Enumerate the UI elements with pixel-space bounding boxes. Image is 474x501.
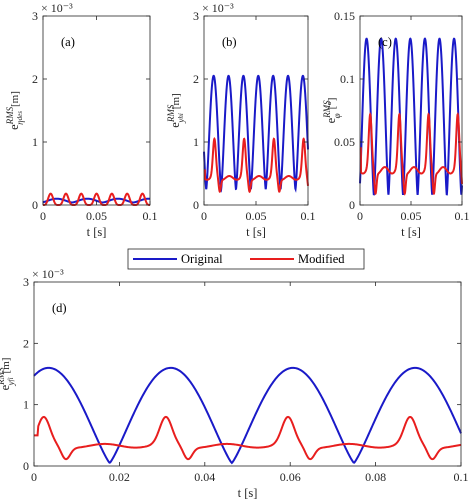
x-axis-label: t [s] — [246, 225, 266, 239]
y-tick-label: 0 — [349, 198, 355, 212]
x-tick-label: 0 — [201, 209, 207, 223]
x-tick-label: 0.05 — [86, 209, 107, 223]
y-axis-label-part: η — [15, 120, 25, 125]
legend-label-modified: Modified — [298, 252, 345, 266]
x-tick-label: 0.05 — [246, 209, 267, 223]
x-axis-label: t [s] — [87, 225, 107, 239]
x-tick-label: 0 — [31, 470, 37, 484]
y-tick-label: 3 — [193, 9, 199, 23]
y-axis-label-part: e — [324, 117, 338, 123]
y-axis-label-part: y — [6, 381, 16, 386]
x-tick-label: 0.1 — [454, 470, 469, 484]
y-axis-label-part: e — [0, 384, 12, 390]
y-tick-label: 2 — [32, 72, 38, 86]
chart-panel-d: 0 0.02 0.04 0.06 0.08 0.1 0 1 2 3× 10⁻³ (d) t [s] eR… — [0, 267, 469, 500]
series-line-original — [33, 366, 462, 465]
y-exponent: × 10⁻³ — [32, 267, 64, 281]
y-axis-label-part: [m] — [170, 93, 182, 109]
legend-label-original: Original — [181, 252, 223, 266]
x-tick-label: 0 — [357, 209, 363, 223]
panel-label: (a) — [61, 35, 75, 49]
panel-label: (d) — [52, 301, 67, 315]
chart-panel-a: 0 0.05 0.1 0 1 2 3× 10⁻³ (a) t [s] eRMSηdes [m] — [5, 1, 158, 239]
x-tick-label: 0.1 — [455, 209, 470, 223]
chart-panel-b: 0 0.05 0.1 0 1 2 3× 10⁻³ (b) t [s] eRMSyhi [m] — [166, 1, 316, 239]
x-axis-label: t [s] — [401, 225, 421, 239]
y-axis-label-part: des — [16, 111, 24, 121]
y-axis-label: eRMSηdes [m] — [5, 91, 25, 130]
y-tick-label: 1 — [193, 135, 199, 149]
y-tick-label: 0.05 — [334, 135, 355, 149]
y-axis-label-part: e — [168, 122, 182, 128]
y-tick-label: 0 — [23, 459, 29, 473]
legend-box — [127, 248, 365, 270]
y-axis-label-part: fi — [7, 377, 15, 381]
y-axis-label-part: e — [7, 124, 21, 130]
y-axis-label-part: RMS — [5, 106, 15, 125]
y-tick-label: 3 — [23, 275, 29, 289]
x-tick-label: 0 — [40, 209, 46, 223]
series-line-original — [359, 37, 463, 196]
panel-label: (b) — [222, 35, 237, 49]
y-axis-label-part: RMS — [166, 104, 176, 123]
series-line-modified — [43, 192, 150, 206]
y-tick-label: 0 — [193, 198, 199, 212]
y-axis-label: eRMSyfi [m] — [0, 358, 16, 391]
legend: Original Modified — [127, 248, 365, 270]
plot-frame — [42, 15, 151, 206]
y-tick-label: 0.15 — [334, 9, 355, 23]
x-tick-label: 0.05 — [401, 209, 422, 223]
y-tick-label: 0 — [32, 198, 38, 212]
series-line-modified — [203, 137, 309, 194]
x-axis-label: t [s] — [238, 486, 258, 500]
y-axis-label-part: φ — [332, 113, 342, 118]
x-tick-label: 0.08 — [365, 470, 386, 484]
y-axis-label-part: RMS — [0, 367, 6, 386]
x-tick-label: 0.1 — [301, 209, 316, 223]
y-tick-label: 2 — [23, 336, 29, 350]
y-tick-label: 2 — [193, 72, 199, 86]
y-axis-label-part: [°] — [326, 98, 338, 110]
y-exponent: × 10⁻³ — [41, 1, 73, 15]
y-tick-label: 1 — [32, 135, 38, 149]
x-tick-label: 0.02 — [109, 470, 130, 484]
y-axis-label-part: y — [176, 119, 186, 124]
chart-panel-c: 0 0.05 0.1 0 0.05 0.1 0.15 (c) t [s] eRMSφ [°] — [322, 9, 470, 239]
series-line-modified — [359, 111, 463, 196]
y-axis-label: eRMSyhi [m] — [166, 93, 186, 127]
y-axis-label: eRMSφ [°] — [322, 98, 342, 124]
y-axis-label-part: RMS — [322, 100, 332, 119]
series-line-modified — [34, 415, 462, 461]
y-tick-label: 1 — [23, 398, 29, 412]
x-tick-label: 0.06 — [280, 470, 301, 484]
series-line-original — [42, 197, 151, 204]
y-axis-label-part: hi — [177, 113, 185, 119]
y-tick-label: 3 — [32, 9, 38, 23]
y-axis-label-part: [m] — [0, 358, 12, 374]
series-line-original — [203, 74, 309, 193]
panel-label: (c) — [378, 35, 392, 49]
x-tick-label: 0.1 — [143, 209, 158, 223]
y-exponent: × 10⁻³ — [202, 1, 234, 15]
plot-frame — [33, 281, 462, 467]
y-tick-label: 0.1 — [340, 72, 355, 86]
y-axis-label-part: [m] — [9, 91, 21, 107]
x-tick-label: 0.04 — [194, 470, 215, 484]
